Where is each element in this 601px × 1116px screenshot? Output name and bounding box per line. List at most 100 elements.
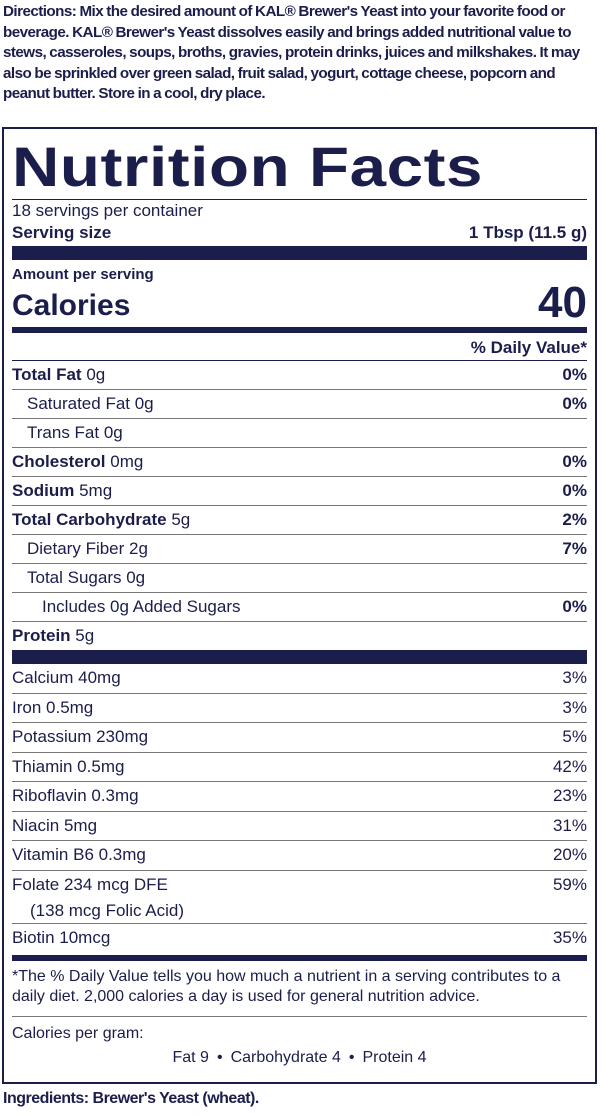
vitamin: Calcium 40mg (12, 664, 121, 693)
vitamin: Vitamin B6 0.3mg (12, 841, 146, 870)
vitamin-dv: 5% (562, 727, 587, 746)
vitamin: Thiamin 0.5mg (12, 753, 124, 782)
nutrient: Saturated Fat 0g (12, 394, 154, 414)
vitamin: Riboflavin 0.3mg (12, 782, 139, 811)
vitamin-note: (138 mcg Folic Acid) (30, 901, 184, 920)
nutrient-name: Dietary Fiber 2g (27, 539, 148, 558)
ingredients-label: Ingredients: (3, 1090, 89, 1107)
nutrient-name: Total Fat (12, 365, 82, 384)
nutrient: Includes 0g Added Sugars (12, 597, 240, 617)
nutrient-dv: 0% (562, 481, 587, 500)
nutrient-row: Total Sugars 0g (12, 563, 587, 592)
nutrient-row: Total Carbohydrate 5g 2% (12, 505, 587, 534)
vitamin-dv: 35% (552, 928, 587, 947)
vitamin: Folate 234 mcg DFE (138 mcg Folic Acid) (12, 871, 184, 924)
vitamin-dv: 20% (552, 845, 587, 864)
nutrient: Sodium 5mg (12, 481, 112, 501)
nutrient: Cholesterol 0mg (12, 452, 143, 472)
nutrition-label: Nutrition Facts 18 servings per containe… (2, 127, 597, 1084)
vitamin-name: Thiamin 0.5mg (12, 756, 125, 776)
vitamin-dv: 59% (552, 874, 587, 894)
nutrient-name: Trans Fat 0g (27, 423, 123, 442)
vitamin-row: Vitamin B6 0.3mg 20% (12, 840, 587, 870)
nutrient-name: Includes 0g Added Sugars (42, 597, 241, 616)
calories-value: 40 (538, 278, 587, 327)
footnote: *The % Daily Value tells you how much a … (12, 967, 561, 1005)
vitamin: Potassium 230mg (12, 723, 148, 752)
calories-per-gram-value: Carbohydrate 4 (230, 1048, 341, 1066)
nutrient-dv: 0% (562, 597, 587, 616)
vitamin: Iron 0.5mg (12, 694, 93, 723)
vitamin-name: Biotin 10mcg (12, 928, 111, 947)
vitamin-row: Folate 234 mcg DFE (138 mcg Folic Acid) 59… (12, 869, 587, 924)
nutrient: Total Sugars 0g (12, 568, 145, 588)
nutrient: Dietary Fiber 2g (12, 539, 148, 559)
vitamin-row: Potassium 230mg 5% (12, 722, 587, 752)
nutrient-row: Trans Fat 0g (12, 418, 587, 447)
nutrient-row: Includes 0g Added Sugars 0% (12, 592, 587, 621)
directions-label: Directions: (3, 3, 77, 20)
label-title: Nutrition Facts (12, 135, 484, 198)
serving-size: Serving size 1 Tbsp (11.5 g) (12, 222, 587, 244)
calories: Calories 40 (12, 278, 587, 327)
vitamin-dv: 42% (552, 756, 587, 776)
nutrient-row: Cholesterol 0mg 0% (12, 447, 587, 476)
amount-per-serving: Amount per serving (12, 266, 154, 283)
nutrient-row: Sodium 5mg 0% (12, 476, 587, 505)
vitamin-row: Calcium 40mg 3% (12, 664, 587, 693)
nutrient: Trans Fat 0g (12, 423, 123, 443)
nutrient-amount: 5g (171, 510, 191, 529)
vitamin: Niacin 5mg (12, 812, 97, 841)
vitamin-row: Iron 0.5mg 3% (12, 692, 587, 723)
ingredients: Ingredients: Brewer's Yeast (wheat). (3, 1090, 259, 1108)
vitamin-name: Vitamin B6 0.3mg (12, 845, 146, 864)
nutrient: Total Fat 0g (12, 365, 105, 385)
nutrient-amount: 5g (75, 626, 95, 645)
nutrient-name: Protein (12, 626, 71, 645)
nutrient-name: Total Carbohydrate (12, 510, 167, 529)
nutrient-amount: 5mg (79, 481, 113, 500)
vitamin-row: Thiamin 0.5mg 42% (12, 751, 587, 782)
nutrient-amount: 0g (86, 365, 106, 384)
nutrient-row: Saturated Fat 0g 0% (12, 389, 587, 418)
vitamin-row: Niacin 5mg 31% (12, 810, 587, 841)
nutrient-dv: 0% (562, 394, 587, 413)
vitamin-name: Calcium 40mg (12, 668, 121, 687)
serving-size-label: Serving size (12, 223, 112, 242)
vitamin-name: Iron 0.5mg (12, 697, 94, 717)
vitamin-name: Niacin 5mg (12, 815, 98, 835)
nutrient: Protein 5g (12, 626, 94, 646)
directions: Directions: Mix the desired amount of KA… (3, 2, 597, 105)
calories-per-gram-label: Calories per gram: (12, 1024, 144, 1042)
calories-label: Calories (12, 289, 131, 322)
nutrient-row: Dietary Fiber 2g 7% (12, 534, 587, 563)
nutrient-dv: 0% (562, 365, 587, 384)
calories-per-gram: Calories per gram: Fat 9 • Carbohydrate 4 •… (12, 1015, 587, 1069)
nutrient: Total Carbohydrate 5g (12, 510, 190, 530)
vitamin-dv: 3% (562, 697, 587, 717)
nutrient-name: Saturated Fat 0g (27, 394, 154, 413)
nutrient-row: Total Fat 0g 0% (12, 361, 587, 389)
vitamin: Biotin 10mcg (12, 924, 110, 953)
vitamin-dv: 23% (552, 786, 587, 805)
nutrient-name: Sodium (12, 481, 75, 500)
vitamin-name: Folate 234 mcg DFE (12, 874, 168, 894)
calories-per-gram-value: Protein 4 (362, 1048, 427, 1066)
calories-per-gram-value: Fat 9 (172, 1048, 209, 1066)
vitamin-name: Riboflavin 0.3mg (12, 786, 139, 805)
daily-value-header: % Daily Value* (470, 338, 587, 357)
nutrient-row: Protein 5g (12, 621, 587, 650)
vitamin-dv: 3% (562, 668, 587, 687)
directions-text: Mix the desired amount of KAL® Brewer's … (3, 3, 580, 102)
vitamin-dv: 31% (552, 815, 587, 835)
nutrient-dv: 7% (562, 539, 587, 558)
vitamin-row: Riboflavin 0.3mg 23% (12, 781, 587, 811)
serving-size-value: 1 Tbsp (11.5 g) (468, 223, 587, 242)
nutrient-amount: 0mg (110, 452, 144, 471)
ingredients-text: Brewer's Yeast (wheat). (92, 1090, 260, 1107)
nutrient-dv: 2% (562, 510, 587, 529)
servings: 18 servings per container (12, 201, 203, 220)
vitamin-row: Biotin 10mcg 35% (12, 923, 587, 953)
nutrient-name: Cholesterol (12, 452, 106, 471)
